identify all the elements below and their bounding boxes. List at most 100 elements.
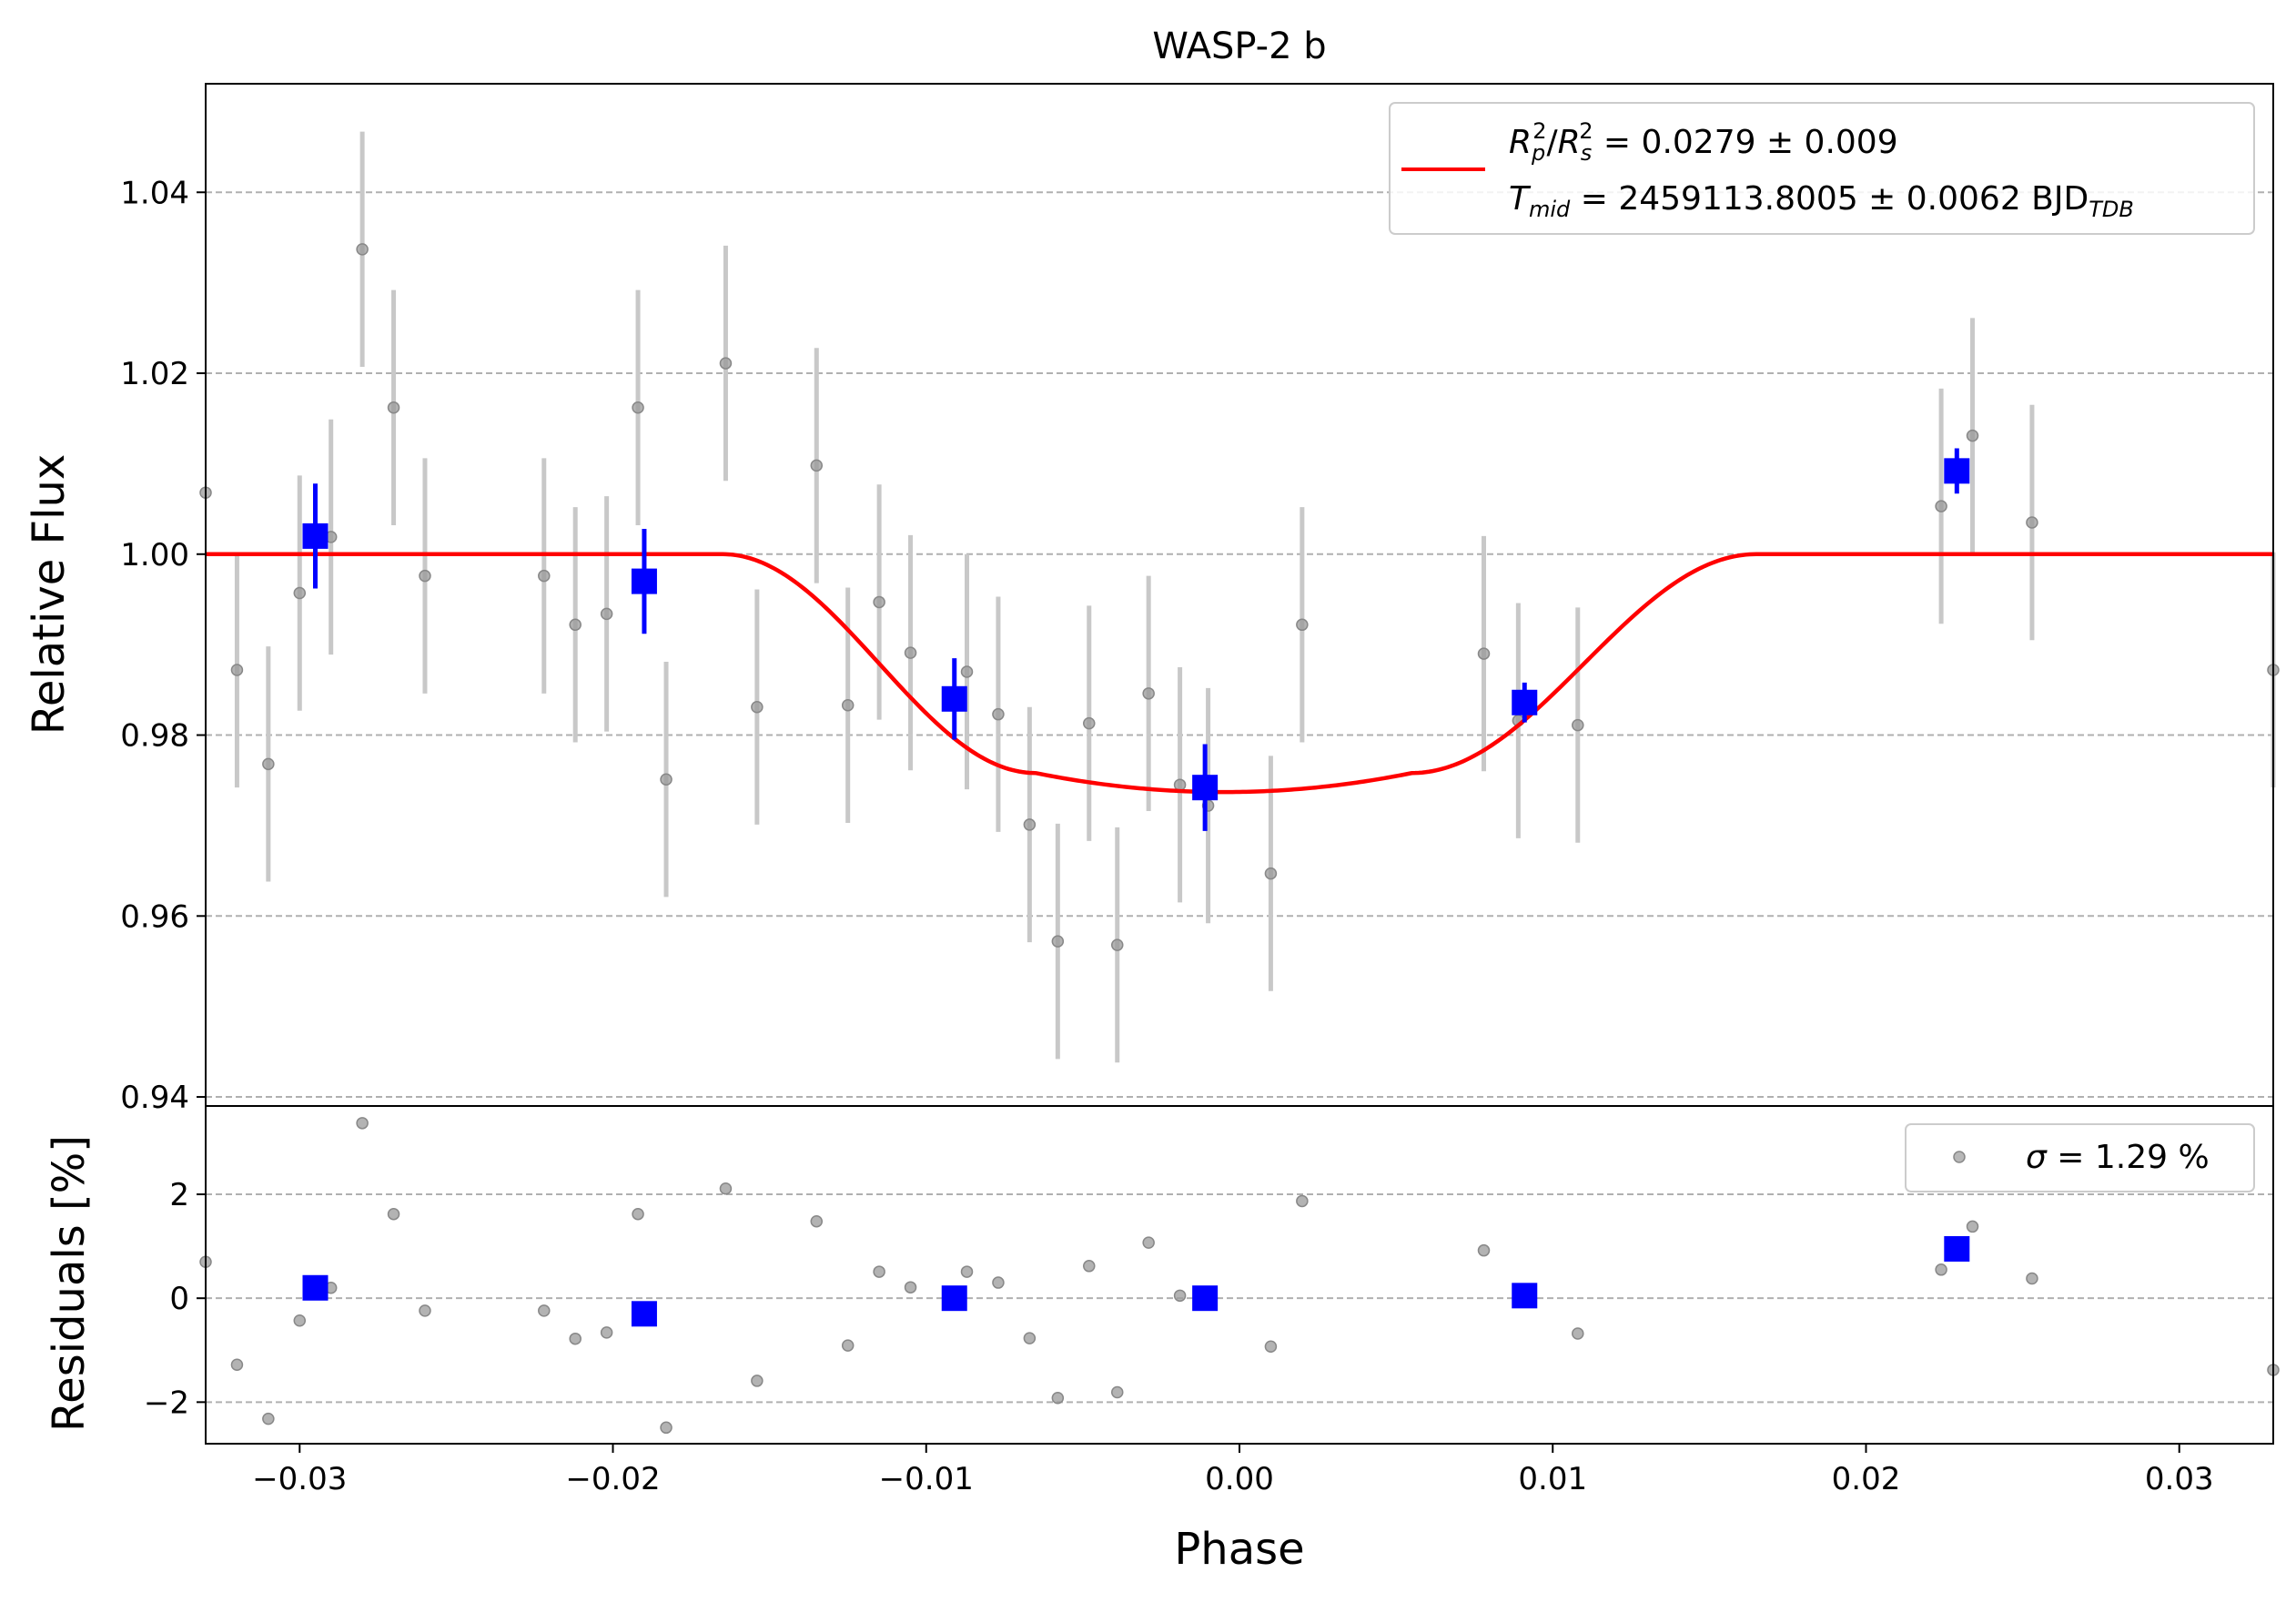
residuals-raw-point [1110,1385,1124,1399]
flux-raw-point [419,569,431,583]
x-tick-label: 0.01 [1518,1461,1587,1497]
flux-y-tick-label: 0.98 [120,718,189,755]
residuals-raw-point [719,1182,733,1195]
x-axis-label: Phase [1174,1524,1304,1575]
flux-raw-point [1572,718,1584,732]
flux-raw-point [751,700,764,714]
residuals-binned-point [631,1301,657,1327]
flux-y-tick-label: 0.96 [120,898,189,935]
x-tick-label: −0.02 [565,1461,660,1497]
residuals-raw-point [1296,1194,1309,1208]
residuals-binned-point [1512,1283,1538,1309]
flux-raw-point [1083,716,1096,730]
residuals-raw-point [873,1265,885,1278]
residuals-y-axis-label: Residuals [%] [44,1135,95,1432]
flux-binned-points [302,448,1970,831]
flux-raw-point [1966,429,1979,442]
residuals-raw-point [904,1281,917,1294]
flux-y-tick-label: 1.00 [120,537,189,573]
residuals-raw-point [262,1412,275,1425]
flux-y-tick-label: 1.04 [120,175,189,211]
flux-raw-points [199,131,2280,1063]
flux-raw-point [1173,778,1187,791]
residuals-raw-point [387,1207,400,1221]
residuals-legend: σ = 1.29 % [1905,1123,2255,1192]
residuals-raw-point [810,1214,824,1228]
flux-legend-box [1389,102,2255,235]
residuals-raw-point [538,1304,551,1317]
residuals-raw-point [1173,1289,1187,1303]
residuals-raw-point [660,1421,673,1435]
x-axis-ticks: −0.03 −0.02 −0.01 0.00 0.01 0.02 0.03 [252,1444,2214,1497]
flux-raw-point [719,357,733,370]
flux-binned-point [1512,689,1538,715]
residuals-legend-box [1905,1123,2255,1192]
residuals-raw-point [1935,1263,1947,1276]
flux-model-line [206,552,2273,795]
flux-binned-point [631,568,657,594]
residuals-raw-point [1142,1236,1155,1249]
residuals-raw-point [751,1375,764,1387]
residuals-raw-point [1051,1392,1065,1405]
residuals-raw-point [2026,1272,2038,1285]
residuals-binned-point [1192,1285,1219,1312]
flux-raw-point [569,618,582,632]
flux-binned-point [1192,775,1219,801]
chart-title: WASP-2 b [1152,25,1326,67]
residuals-raw-point [1477,1243,1491,1257]
residuals-raw-point [632,1207,644,1221]
residuals-binned-point [1944,1235,1970,1262]
flux-raw-point [230,664,244,676]
residuals-raw-point [960,1265,974,1278]
flux-raw-point [660,773,673,786]
flux-raw-point [1477,647,1491,660]
flux-raw-point [1023,818,1037,831]
flux-y-axis-label: Relative Flux [24,454,75,736]
flux-binned-point [941,685,967,712]
x-tick-label: 0.02 [1832,1461,1901,1497]
flux-legend: Rp2/Rs2 = 0.0279 ± 0.009 Tmid = 2459113.… [1389,102,2255,235]
residuals-raw-point [1023,1332,1037,1344]
flux-legend-depth-text: Rp2/Rs2 = 0.0279 ± 0.009 [1509,118,1898,166]
flux-raw-point [356,243,369,256]
residuals-legend-text: σ = 1.29 % [2026,1139,2210,1176]
flux-binned-point [1944,458,1970,484]
residuals-raw-point [992,1276,1005,1289]
flux-model-curve [206,552,2273,795]
x-tick-label: −0.03 [252,1461,347,1497]
flux-raw-point [1110,938,1124,951]
residuals-y-tick-label: −2 [144,1385,189,1421]
residuals-panel: −2 0 2 Residuals [%] σ = 1.29 % [44,1105,2280,1445]
flux-raw-point [2026,516,2038,529]
flux-raw-point [1264,867,1278,880]
residuals-raw-point [841,1339,855,1352]
x-tick-label: −0.01 [879,1461,974,1497]
flux-raw-point [1296,618,1309,632]
residuals-binned-point [302,1274,329,1301]
residuals-y-tick-label: 0 [169,1281,189,1317]
flux-raw-point [841,698,855,712]
residuals-raw-point [569,1332,582,1345]
residuals-raw-point [1572,1327,1584,1340]
flux-raw-point [293,586,307,600]
residuals-legend-marker [1953,1151,1966,1163]
residuals-raw-point [230,1358,244,1371]
flux-raw-point [960,665,974,678]
flux-y-tick-label: 1.02 [120,356,189,392]
flux-raw-point [538,569,551,583]
residuals-raw-point [1264,1340,1278,1354]
residuals-gridlines [206,1193,2273,1404]
flux-raw-point [1935,500,1947,512]
flux-raw-point [873,595,885,609]
residuals-raw-point [356,1117,369,1130]
residuals-raw-point [419,1304,431,1317]
residuals-binned-points [302,1235,1970,1327]
flux-y-tick-label: 0.94 [120,1080,189,1116]
flux-legend-tmid-text: Tmid = 2459113.8005 ± 0.0062 BJDTDB [1509,180,2134,222]
residuals-binned-point [941,1285,967,1312]
flux-y-ticks: 0.94 0.96 0.98 1.00 1.02 1.04 [120,175,206,1116]
x-tick-label: 0.00 [1205,1461,1274,1497]
residuals-y-tick-label: 2 [169,1177,189,1213]
flux-raw-point [262,757,275,771]
